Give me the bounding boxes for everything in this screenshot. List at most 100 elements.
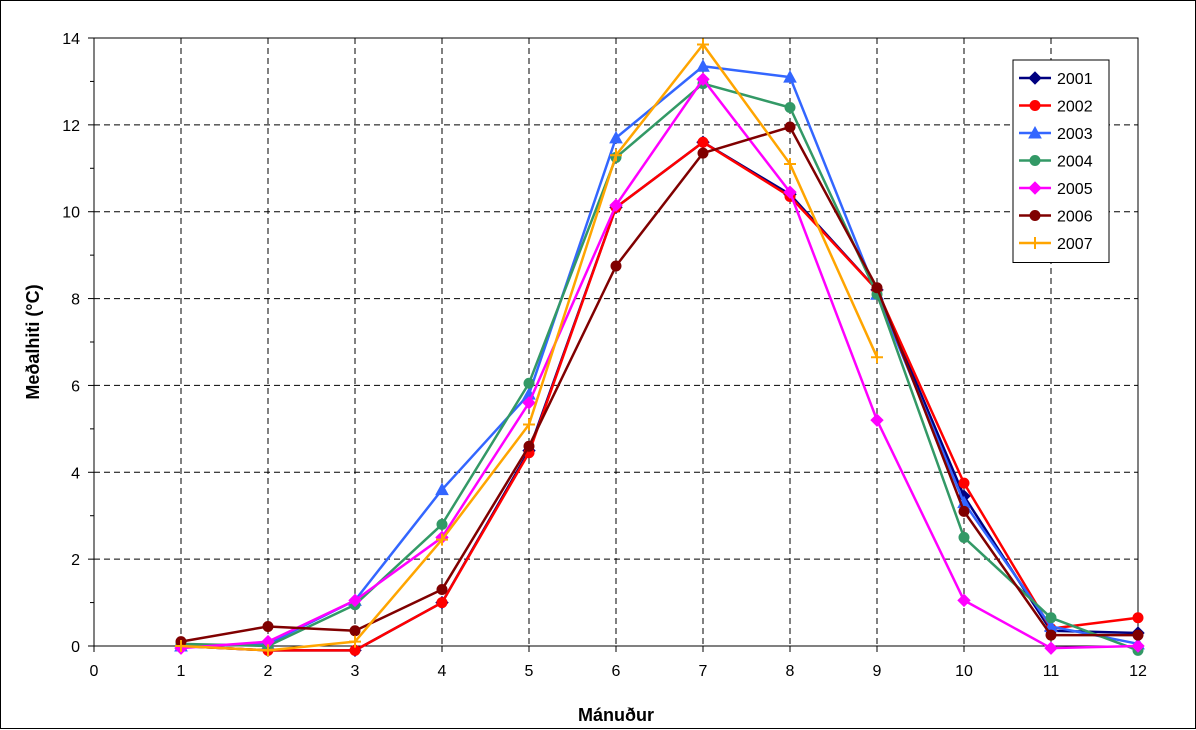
series-2001 — [174, 135, 1145, 658]
legend-label: 2005 — [1057, 181, 1093, 198]
x-tick-label: 0 — [90, 663, 99, 680]
legend-label: 2001 — [1057, 71, 1093, 88]
data-point-plus — [436, 533, 448, 546]
data-point-diamond — [522, 396, 536, 410]
data-point-circle — [1132, 612, 1144, 624]
legend-label: 2006 — [1057, 209, 1093, 226]
data-point-triangle — [696, 59, 710, 72]
series-lines — [174, 38, 1145, 658]
x-tick-label: 5 — [525, 663, 534, 680]
data-point-circle — [1045, 629, 1057, 641]
data-point-diamond — [1028, 71, 1042, 85]
legend-label: 2004 — [1057, 154, 1093, 171]
data-point-triangle — [609, 130, 623, 144]
series-line — [180, 140, 1139, 652]
data-point-triangle — [1028, 125, 1042, 139]
data-point-triangle — [435, 482, 449, 496]
data-point-diamond — [1028, 181, 1042, 195]
data-point-circle — [958, 505, 970, 517]
x-tick-label: 6 — [612, 663, 621, 680]
series-2005 — [174, 72, 1145, 655]
x-tick-label: 9 — [873, 663, 882, 680]
y-tick-label: 12 — [62, 118, 80, 135]
data-point-circle — [349, 625, 361, 637]
legend-label: 2002 — [1057, 99, 1093, 116]
data-point-circle — [1132, 629, 1144, 641]
y-tick-label: 10 — [62, 205, 80, 222]
x-tick-label: 1 — [177, 663, 186, 680]
data-point-circle — [1029, 210, 1041, 221]
data-point-diamond — [783, 185, 797, 199]
data-point-diamond — [609, 198, 623, 212]
data-point-plus — [697, 38, 709, 51]
y-tick-label: 14 — [62, 31, 80, 48]
data-point-plus — [610, 149, 622, 162]
data-point-plus — [349, 635, 361, 648]
x-tick-label: 12 — [1129, 663, 1147, 680]
series-line — [180, 125, 1138, 643]
data-point-circle — [262, 620, 274, 632]
data-point-circle — [1029, 155, 1041, 166]
legend-label: 2003 — [1057, 126, 1093, 143]
legend-item: 2003 — [1019, 125, 1093, 143]
legend: 2001 2002 2003 2004 2005 2006 2007 — [1012, 59, 1110, 263]
data-point-circle — [1045, 612, 1057, 624]
data-point-circle — [958, 531, 970, 543]
data-point-diamond — [696, 72, 710, 86]
x-tick-label: 4 — [438, 663, 447, 680]
data-point-triangle — [783, 70, 797, 83]
y-tick-label: 2 — [71, 552, 80, 569]
data-point-plus — [523, 418, 535, 431]
data-point-plus — [871, 351, 883, 364]
series-2002 — [175, 136, 1144, 656]
series-line — [180, 82, 1139, 652]
x-tick-label: 8 — [786, 663, 795, 680]
data-point-circle — [523, 377, 535, 389]
x-tick-label: 10 — [955, 663, 973, 680]
y-tick-label: 6 — [71, 378, 80, 395]
data-point-circle — [697, 147, 709, 159]
series-2004 — [175, 78, 1144, 656]
x-tick-label: 7 — [699, 663, 708, 680]
data-point-circle — [958, 477, 970, 489]
series-line — [180, 140, 1139, 652]
data-point-circle — [784, 101, 796, 113]
legend-item: 2007 — [1019, 236, 1093, 253]
legend-item: 2005 — [1019, 181, 1093, 198]
x-tick-label: 3 — [351, 663, 360, 680]
data-point-circle — [1029, 100, 1041, 111]
data-point-circle — [436, 597, 448, 609]
data-point-plus — [784, 157, 796, 170]
legend-item: 2001 — [1019, 71, 1093, 88]
data-point-circle — [610, 260, 622, 272]
data-point-circle — [784, 121, 796, 133]
x-tick-label: 11 — [1043, 663, 1060, 680]
data-point-circle — [697, 136, 709, 148]
data-point-diamond — [1044, 641, 1058, 655]
data-point-plus — [1029, 237, 1041, 249]
data-point-circle — [523, 440, 535, 452]
data-point-diamond — [348, 593, 362, 608]
data-point-circle — [436, 518, 448, 530]
y-tick-label: 4 — [71, 465, 80, 482]
data-point-diamond — [957, 593, 971, 608]
series-2006 — [175, 121, 1144, 648]
legend-label: 2007 — [1057, 236, 1093, 253]
data-point-diamond — [870, 413, 884, 427]
y-tick-label: 0 — [71, 639, 80, 656]
data-point-plus — [262, 644, 274, 657]
data-point-circle — [871, 282, 883, 294]
y-axis-title: Meðalhiti (°C) — [23, 284, 43, 399]
series-line — [180, 78, 1139, 650]
legend-item: 2004 — [1019, 154, 1093, 171]
legend-item: 2002 — [1019, 99, 1093, 116]
grid — [94, 38, 1138, 646]
legend-item: 2006 — [1019, 209, 1093, 226]
data-point-diamond — [1131, 639, 1145, 653]
y-tick-label: 8 — [71, 292, 80, 309]
data-point-plus — [175, 640, 187, 652]
x-tick-label: 2 — [264, 663, 273, 680]
